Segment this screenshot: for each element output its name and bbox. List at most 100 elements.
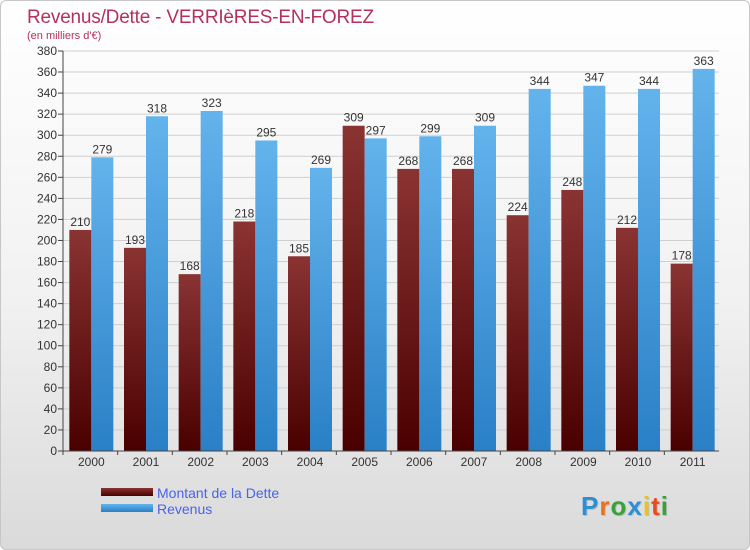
x-tick-label: 2000 (78, 455, 105, 469)
y-tick-label: 140 (37, 297, 57, 311)
revenus-bar (528, 88, 551, 451)
y-tick-label: 240 (37, 191, 57, 205)
y-tick-label: 260 (37, 170, 57, 184)
x-tick-label: 2002 (187, 455, 214, 469)
data-label: 193 (125, 233, 145, 247)
data-label: 212 (617, 213, 637, 227)
x-tick-label: 2011 (680, 455, 706, 469)
dette-bar (233, 221, 256, 451)
dette-bar (561, 189, 584, 451)
data-label: 299 (420, 121, 440, 135)
revenus-bar (310, 167, 332, 451)
blue-bar-swatch-icon (101, 504, 153, 512)
data-label: 268 (398, 154, 418, 168)
x-tick-label: 2008 (515, 455, 542, 469)
revenus-bar (692, 68, 715, 451)
data-label: 218 (234, 207, 254, 221)
dette-bar (178, 274, 201, 451)
dark-red-bar-swatch-icon (101, 488, 153, 496)
dette-bar (397, 168, 420, 452)
data-label: 309 (475, 111, 495, 125)
x-axis-tick-labels: 2000 2001 2002 2003 2004 2005 2006 2007 2008 2009… (62, 451, 706, 469)
grid-lines (58, 50, 719, 452)
y-tick-label: 280 (37, 149, 57, 163)
y-tick-label: 300 (37, 128, 57, 142)
dette-bar (670, 263, 693, 451)
y-tick-label: 100 (37, 339, 57, 353)
x-tick-label: 2001 (133, 455, 160, 469)
dette-bar (506, 215, 529, 451)
data-label: 344 (530, 74, 550, 88)
revenus-bar (364, 138, 387, 452)
revenus-bar (200, 111, 223, 451)
x-tick-label: 2004 (297, 455, 324, 469)
dette-bar (342, 125, 365, 451)
axes (62, 51, 719, 452)
data-labels: 2102791933181683232182951852693092972682… (70, 54, 714, 273)
dette-bar (288, 256, 310, 451)
y-tick-label: 360 (37, 65, 57, 79)
logo-letter: P (581, 491, 600, 521)
revenus-bar (474, 125, 496, 451)
chart-title: Revenus/Dette - VERRIèRES-EN-FOREZ (27, 7, 374, 28)
y-tick-label: 320 (37, 107, 57, 121)
data-label: 295 (256, 125, 276, 139)
logo-letter: i (660, 491, 669, 521)
legend-label-revenus: Revenus (157, 501, 213, 517)
data-label: 323 (202, 96, 222, 110)
y-tick-label: 60 (44, 381, 58, 395)
dette-bar (69, 229, 92, 451)
x-tick-label: 2003 (242, 455, 269, 469)
revenus-bar (255, 140, 278, 451)
y-tick-label: 180 (37, 255, 57, 269)
x-tick-label: 2006 (406, 455, 433, 469)
y-tick-label: 20 (44, 423, 58, 437)
x-tick-label: 2009 (570, 455, 597, 469)
data-label: 185 (289, 241, 309, 255)
y-tick-label: 200 (37, 233, 57, 247)
y-tick-label: 220 (37, 212, 57, 226)
y-axis-tick-labels: 0 20 40 60 80 100 120 140 160 180 200 220 240 260 280 3… (37, 44, 57, 458)
data-label: 168 (180, 259, 200, 273)
logo-letter: o (610, 491, 628, 521)
dette-bar (124, 247, 146, 451)
revenus-bar (583, 85, 606, 451)
data-label: 309 (344, 111, 364, 125)
data-label: 279 (92, 142, 112, 156)
revenus-bar (146, 116, 168, 452)
data-label: 248 (562, 175, 582, 189)
logo-letter: i (642, 491, 652, 521)
data-label: 318 (147, 101, 167, 115)
data-label: 297 (366, 123, 386, 137)
y-tick-label: 380 (37, 44, 57, 58)
data-label: 269 (311, 153, 331, 167)
revenus-bar (419, 136, 442, 451)
logo-letter: r (599, 491, 611, 521)
data-label: 363 (694, 54, 714, 68)
logo-letter: t (651, 491, 661, 521)
data-label: 268 (453, 154, 473, 168)
x-tick-label: 2005 (351, 455, 378, 469)
data-label: 224 (508, 200, 528, 214)
data-label: 344 (639, 74, 659, 88)
legend-label-dette: Montant de la Dette (157, 485, 280, 501)
dette-bar (452, 168, 474, 452)
y-tick-label: 160 (37, 276, 57, 290)
bars (69, 68, 715, 452)
dette-bar (616, 227, 638, 451)
data-label: 210 (70, 215, 90, 229)
x-tick-label: 2007 (461, 455, 488, 469)
y-tick-label: 340 (37, 86, 57, 100)
chart-subtitle: (en milliers d'€) (27, 30, 102, 42)
logo-letter: x (627, 491, 643, 521)
y-tick-label: 80 (44, 360, 58, 374)
x-tick-label: 2010 (625, 455, 652, 469)
proxiti-logo: Proxiti (581, 491, 669, 522)
y-tick-label: 40 (44, 402, 58, 416)
revenus-bar (638, 88, 660, 451)
data-label: 347 (584, 71, 604, 85)
y-tick-label: 0 (50, 444, 57, 458)
revenus-bar (91, 157, 114, 451)
